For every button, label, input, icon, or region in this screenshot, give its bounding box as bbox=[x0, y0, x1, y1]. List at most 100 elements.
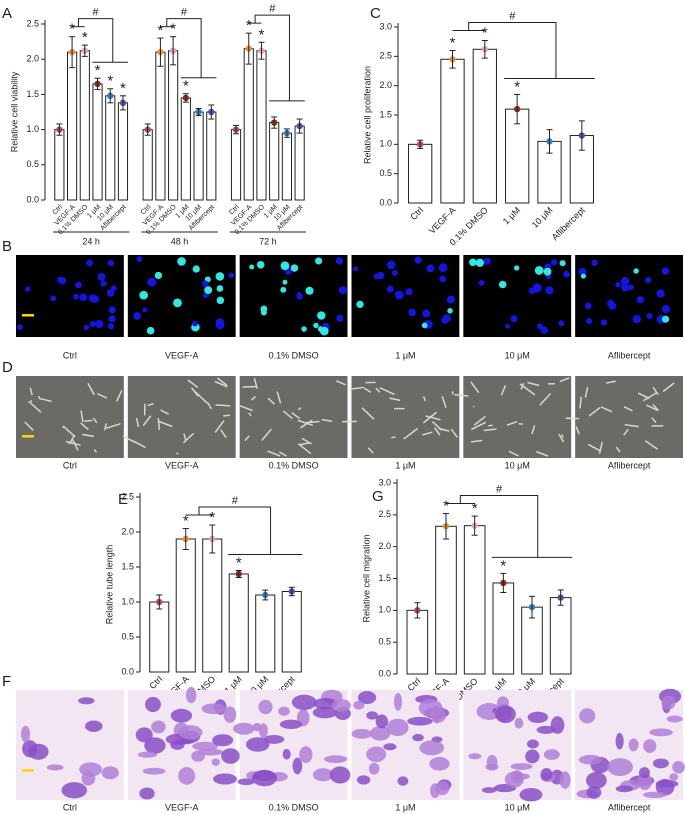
tube bbox=[565, 417, 580, 420]
tube bbox=[536, 450, 549, 457]
tube bbox=[92, 417, 98, 424]
image-label: Ctrl bbox=[63, 350, 77, 360]
cell bbox=[669, 773, 679, 781]
nucleus bbox=[154, 271, 163, 280]
nucleus bbox=[313, 322, 319, 329]
tube bbox=[65, 440, 81, 446]
nucleus bbox=[532, 283, 542, 293]
cell bbox=[211, 758, 220, 766]
tube bbox=[624, 423, 639, 428]
cell bbox=[178, 725, 203, 740]
y-tick-label: 2.5 bbox=[379, 51, 392, 61]
cell bbox=[661, 695, 676, 710]
cell bbox=[135, 727, 153, 743]
cell bbox=[366, 711, 379, 720]
cell bbox=[643, 739, 657, 753]
nucleus bbox=[528, 287, 536, 295]
nucleus bbox=[228, 272, 235, 279]
bar bbox=[255, 594, 276, 673]
cell bbox=[312, 768, 334, 782]
tube bbox=[472, 405, 475, 408]
nucleus bbox=[656, 289, 665, 298]
nucleus bbox=[469, 258, 477, 267]
nucleus bbox=[50, 295, 57, 302]
bar bbox=[256, 50, 267, 201]
tube bbox=[579, 396, 582, 409]
nucleus bbox=[79, 293, 88, 302]
tube bbox=[142, 415, 152, 427]
significance-star: * bbox=[482, 24, 488, 41]
cell bbox=[486, 754, 498, 770]
bar bbox=[142, 129, 153, 201]
tube bbox=[379, 387, 395, 396]
nucleus bbox=[108, 306, 116, 314]
nucleus bbox=[216, 285, 224, 292]
significance-star: * bbox=[95, 62, 101, 79]
significance-star: * bbox=[472, 500, 478, 517]
cell bbox=[329, 766, 351, 784]
nucleus bbox=[633, 268, 639, 274]
significance-star: * bbox=[183, 78, 189, 95]
tube bbox=[207, 402, 213, 410]
cell bbox=[28, 743, 49, 760]
y-tick-label: 0.5 bbox=[378, 637, 391, 647]
tube bbox=[598, 441, 603, 454]
tube bbox=[115, 390, 123, 402]
image-label: 10 μM bbox=[505, 802, 530, 812]
tube bbox=[335, 380, 346, 386]
tube bbox=[450, 428, 458, 438]
hash-mark: # bbox=[269, 3, 276, 15]
nucleus bbox=[537, 323, 543, 330]
cell bbox=[278, 706, 290, 716]
nucleus bbox=[139, 290, 148, 300]
significance-star: * bbox=[209, 509, 215, 526]
y-tick-label: 0.5 bbox=[379, 168, 392, 178]
cell bbox=[145, 696, 161, 713]
cell bbox=[101, 766, 119, 780]
nucleus bbox=[319, 326, 329, 336]
tube bbox=[391, 436, 396, 439]
bracket bbox=[198, 506, 272, 555]
nucleus bbox=[215, 318, 225, 328]
nucleus bbox=[97, 272, 106, 281]
y-axis-label: Relative cell proliferation bbox=[362, 66, 372, 164]
micrograph bbox=[575, 255, 683, 337]
tube bbox=[349, 386, 364, 390]
nucleus bbox=[408, 308, 416, 317]
nucleus bbox=[110, 285, 117, 292]
cell bbox=[170, 708, 193, 723]
cell bbox=[212, 734, 234, 747]
nucleus bbox=[338, 286, 347, 295]
tube bbox=[506, 420, 518, 426]
y-tick-label: 2.5 bbox=[121, 491, 134, 501]
cell bbox=[213, 773, 237, 785]
cell bbox=[292, 757, 303, 775]
tube bbox=[71, 438, 79, 451]
nucleus bbox=[645, 276, 652, 284]
tube bbox=[29, 402, 42, 413]
cell bbox=[412, 733, 424, 742]
tube bbox=[403, 427, 419, 440]
micrograph bbox=[127, 376, 236, 458]
cell bbox=[78, 697, 95, 705]
nucleus bbox=[540, 326, 548, 334]
bracket bbox=[459, 495, 539, 558]
x-tick-label: Aflibercept bbox=[550, 205, 587, 242]
cell bbox=[543, 749, 560, 760]
nucleus bbox=[57, 276, 64, 284]
tube bbox=[214, 380, 228, 388]
nucleus bbox=[75, 281, 82, 289]
y-tick-label: 2.0 bbox=[121, 526, 134, 536]
cell bbox=[637, 773, 652, 791]
tube bbox=[158, 420, 173, 428]
tube bbox=[87, 383, 95, 396]
cell bbox=[291, 694, 317, 710]
significance-star: * bbox=[259, 26, 265, 43]
y-tick-label: 2.0 bbox=[379, 80, 392, 90]
tube bbox=[182, 432, 195, 444]
tube bbox=[470, 381, 480, 394]
cell bbox=[142, 767, 166, 775]
tube bbox=[147, 402, 154, 407]
cell bbox=[429, 756, 450, 771]
